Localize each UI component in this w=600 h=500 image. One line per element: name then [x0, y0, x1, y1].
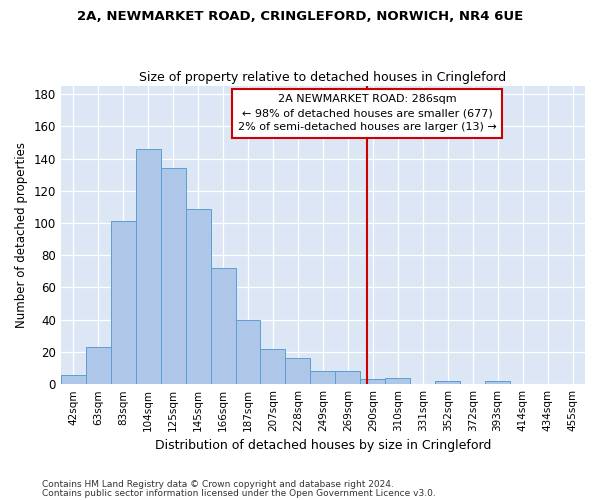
Y-axis label: Number of detached properties: Number of detached properties: [15, 142, 28, 328]
Text: Contains public sector information licensed under the Open Government Licence v3: Contains public sector information licen…: [42, 490, 436, 498]
Bar: [86, 347, 111, 384]
Bar: [286, 358, 310, 384]
Text: 2A NEWMARKET ROAD: 286sqm
← 98% of detached houses are smaller (677)
2% of semi-: 2A NEWMARKET ROAD: 286sqm ← 98% of detac…: [238, 94, 497, 132]
Bar: [335, 372, 361, 384]
Bar: [161, 168, 185, 384]
Title: Size of property relative to detached houses in Cringleford: Size of property relative to detached ho…: [139, 70, 506, 84]
Bar: [211, 268, 236, 384]
Bar: [136, 149, 161, 384]
Bar: [435, 381, 460, 384]
Bar: [185, 208, 211, 384]
Bar: [385, 378, 410, 384]
Bar: [236, 320, 260, 384]
Bar: [260, 348, 286, 384]
Bar: [310, 372, 335, 384]
Text: Contains HM Land Registry data © Crown copyright and database right 2024.: Contains HM Land Registry data © Crown c…: [42, 480, 394, 489]
Bar: [485, 381, 510, 384]
Bar: [61, 374, 86, 384]
Bar: [111, 222, 136, 384]
X-axis label: Distribution of detached houses by size in Cringleford: Distribution of detached houses by size …: [155, 440, 491, 452]
Bar: [361, 380, 385, 384]
Text: 2A, NEWMARKET ROAD, CRINGLEFORD, NORWICH, NR4 6UE: 2A, NEWMARKET ROAD, CRINGLEFORD, NORWICH…: [77, 10, 523, 23]
